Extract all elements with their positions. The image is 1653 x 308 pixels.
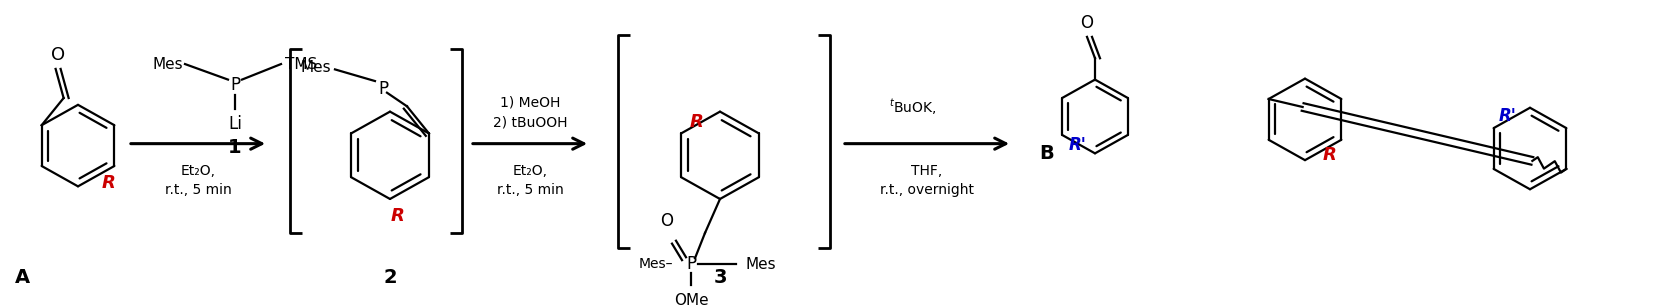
- Text: 2: 2: [383, 268, 397, 287]
- Text: Li: Li: [228, 115, 241, 133]
- Text: R: R: [392, 208, 405, 225]
- Text: R: R: [689, 113, 704, 131]
- Text: P: P: [686, 255, 696, 273]
- Text: P: P: [230, 76, 240, 95]
- Text: Mes: Mes: [301, 60, 331, 75]
- Text: Et₂O,: Et₂O,: [512, 164, 547, 178]
- Text: 2) tBuOOH: 2) tBuOOH: [493, 115, 567, 129]
- Text: O: O: [51, 46, 64, 64]
- Text: Mes–: Mes–: [638, 257, 673, 271]
- Text: B: B: [1040, 144, 1055, 163]
- Text: 1) MeOH: 1) MeOH: [499, 96, 560, 110]
- Text: $^{t}$BuOK,: $^{t}$BuOK,: [889, 97, 937, 116]
- Text: r.t., 5 min: r.t., 5 min: [496, 183, 564, 197]
- Text: Mes: Mes: [746, 257, 777, 272]
- Text: R: R: [1322, 146, 1336, 164]
- Text: O: O: [661, 212, 673, 230]
- Text: R: R: [101, 174, 116, 192]
- Text: O: O: [1081, 14, 1094, 32]
- Text: TMS: TMS: [284, 57, 317, 71]
- Text: OMe: OMe: [674, 294, 709, 308]
- Text: A: A: [15, 268, 30, 287]
- Text: R': R': [1069, 136, 1088, 154]
- Text: 3: 3: [712, 268, 727, 287]
- Text: P: P: [379, 80, 388, 98]
- Text: R': R': [1499, 107, 1516, 125]
- Text: Mes: Mes: [152, 57, 183, 71]
- Text: Et₂O,: Et₂O,: [180, 164, 215, 178]
- Text: r.t., overnight: r.t., overnight: [879, 183, 974, 197]
- Text: THF,: THF,: [911, 164, 942, 178]
- Text: 1: 1: [228, 138, 241, 157]
- Text: r.t., 5 min: r.t., 5 min: [165, 183, 231, 197]
